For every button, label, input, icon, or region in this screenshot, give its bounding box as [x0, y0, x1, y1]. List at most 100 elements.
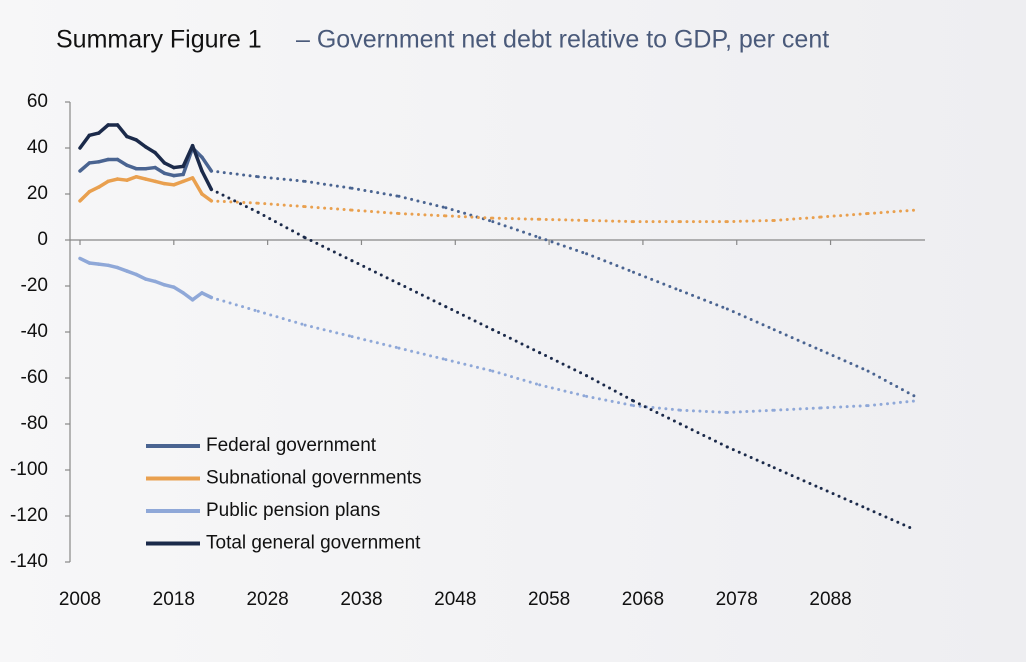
- line-segment: [97, 179, 110, 189]
- line-segment: [153, 165, 167, 176]
- x-tick-label: 2018: [153, 589, 195, 610]
- projection-segment: [303, 179, 354, 190]
- line-segment: [200, 155, 214, 173]
- line-segment: [190, 176, 204, 196]
- line-segment: [190, 143, 204, 173]
- projection-segment: [256, 201, 307, 209]
- x-tick-label: 2048: [434, 589, 476, 610]
- line-segment: [200, 192, 214, 203]
- y-tick-label: 40: [27, 137, 48, 158]
- projection-segment: [303, 205, 354, 212]
- projection-segment: [397, 194, 448, 210]
- projection-segment: [397, 282, 448, 309]
- legend-label: Total general government: [206, 533, 421, 554]
- projection-segment: [303, 323, 354, 339]
- projection-segment: [350, 208, 401, 216]
- line-segment: [78, 133, 92, 150]
- x-tick-label: 2038: [340, 589, 382, 610]
- projection-segment: [538, 236, 589, 256]
- projection-segment: [209, 199, 260, 205]
- projection-segment: [772, 215, 823, 222]
- legend-label: Subnational governments: [206, 468, 421, 489]
- projection-segment: [678, 289, 729, 311]
- projection-segment: [585, 252, 636, 274]
- y-tick-label: -100: [10, 459, 48, 480]
- projection-segment: [397, 346, 448, 362]
- projection-segment: [585, 218, 636, 224]
- line-segment: [115, 157, 129, 167]
- projection-segment: [819, 348, 870, 373]
- x-tick-label: 2068: [622, 589, 664, 610]
- projection-segment: [209, 187, 260, 214]
- projection-segment: [209, 296, 260, 313]
- projection-segment: [538, 351, 589, 378]
- projection-segment: [632, 404, 682, 412]
- line-segment: [172, 285, 185, 295]
- projection-segment: [491, 328, 542, 355]
- projection-segment: [585, 394, 636, 408]
- projection-segment: [303, 236, 354, 263]
- line-segment: [143, 145, 157, 155]
- projection-segment: [491, 220, 542, 240]
- line-segment: [181, 143, 195, 169]
- projection-segment: [819, 404, 870, 410]
- chart-subtitle: – Government net debt relative to GDP, p…: [296, 26, 829, 54]
- line-segment: [78, 189, 92, 203]
- projection-segment: [444, 206, 495, 224]
- projection-segment: [397, 212, 448, 218]
- projection-segment: [819, 212, 870, 219]
- y-tick-label: -140: [10, 551, 48, 572]
- line-segment: [153, 150, 167, 165]
- projection-segment: [772, 328, 823, 352]
- legend-label: Public pension plans: [206, 500, 380, 521]
- projection-segment: [444, 214, 495, 220]
- chart-title: Summary Figure 1: [56, 26, 262, 54]
- projection-segment: [538, 217, 589, 222]
- projection-segment: [866, 208, 917, 216]
- projection-segment: [256, 210, 307, 240]
- projection-segment: [585, 374, 636, 403]
- projection-segment: [725, 307, 776, 332]
- y-tick-label: -60: [21, 367, 48, 388]
- line-segment: [78, 161, 92, 173]
- x-tick-label: 2008: [59, 589, 101, 610]
- projection-segment: [491, 216, 542, 221]
- projection-segment: [350, 259, 401, 286]
- projection-segment: [444, 358, 495, 373]
- projection-segment: [538, 383, 589, 398]
- projection-segment: [725, 408, 776, 414]
- line-segment: [181, 291, 195, 302]
- line-segment: [115, 123, 129, 139]
- projection-segment: [350, 335, 401, 350]
- y-tick-label: 20: [27, 183, 48, 204]
- x-tick-label: 2028: [246, 589, 288, 610]
- projection-segment: [209, 169, 260, 179]
- projection-segment: [819, 486, 870, 511]
- y-tick-label: -80: [21, 413, 48, 434]
- projection-segment: [444, 305, 495, 332]
- projection-segment: [866, 507, 917, 532]
- x-tick-label: 2058: [528, 589, 570, 610]
- projection-segment: [772, 466, 823, 490]
- projection-segment: [350, 186, 401, 198]
- projection-segment: [866, 369, 917, 398]
- projection-segment: [491, 369, 542, 387]
- y-tick-label: -120: [10, 505, 48, 526]
- line-segment: [134, 138, 148, 149]
- legend-label: Federal government: [206, 435, 377, 456]
- projection-segment: [772, 406, 823, 412]
- line-segment: [190, 291, 204, 302]
- y-tick-label: 60: [27, 91, 48, 112]
- line-segment: [200, 291, 214, 300]
- line-segment: [200, 169, 214, 192]
- projection-segment: [678, 408, 729, 414]
- y-tick-label: -40: [21, 321, 48, 342]
- y-tick-label: -20: [21, 275, 48, 296]
- projection-segment: [632, 270, 682, 293]
- line-segment: [97, 123, 110, 135]
- x-tick-label: 2078: [716, 589, 758, 610]
- x-tick-label: 2088: [809, 589, 851, 610]
- projection-segment: [678, 422, 729, 449]
